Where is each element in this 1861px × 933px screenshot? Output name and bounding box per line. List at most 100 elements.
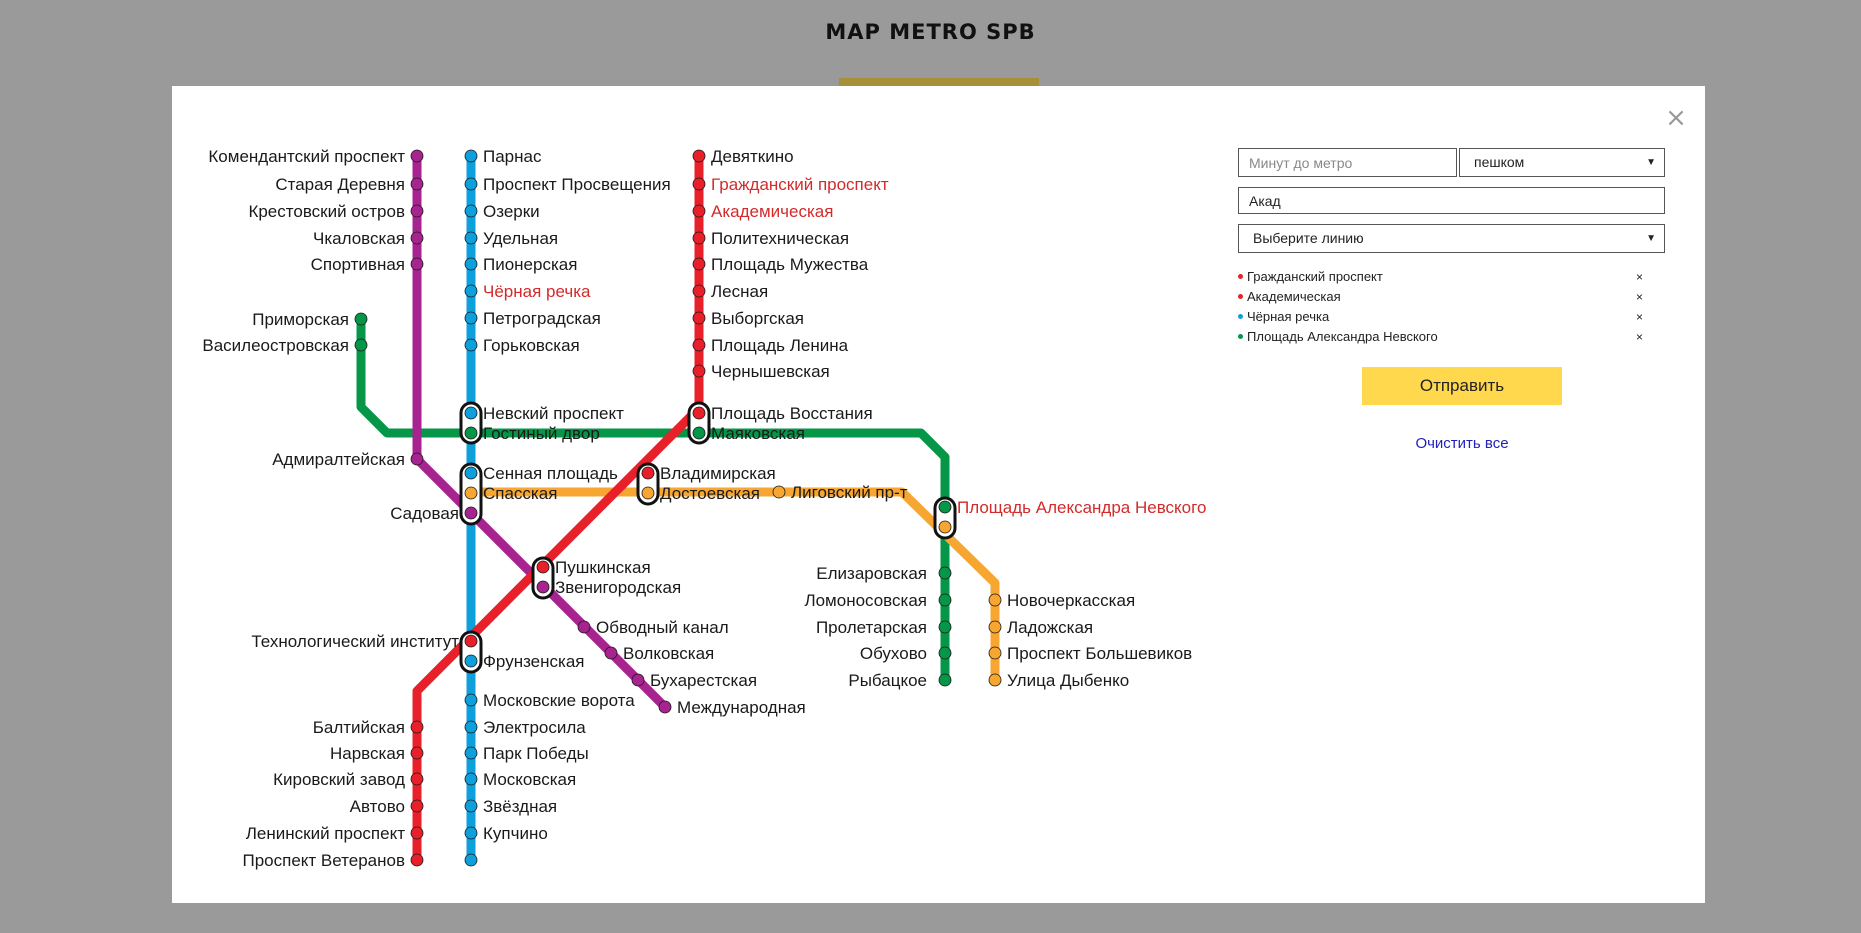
station-dot[interactable]: [692, 257, 706, 271]
station-label[interactable]: Нарвская: [330, 744, 405, 763]
station-dot[interactable]: [410, 231, 424, 245]
station-dot[interactable]: [464, 853, 478, 867]
station-label[interactable]: Крестовский остров: [248, 202, 405, 221]
transport-mode-select[interactable]: пешком ▼: [1459, 148, 1665, 177]
station-dot[interactable]: [641, 466, 655, 480]
station-dot[interactable]: [354, 338, 368, 352]
station-dot[interactable]: [692, 338, 706, 352]
station-dot[interactable]: [464, 406, 478, 420]
station-label[interactable]: Купчино: [483, 824, 548, 843]
station-label[interactable]: Гостиный двор: [483, 424, 600, 443]
station-label[interactable]: Владимирская: [660, 464, 776, 483]
station-label[interactable]: Ломоносовская: [804, 591, 927, 610]
station-dot[interactable]: [692, 364, 706, 378]
station-label-selected[interactable]: Академическая: [711, 202, 833, 221]
station-label[interactable]: Бухарестская: [650, 671, 757, 690]
station-dot[interactable]: [692, 204, 706, 218]
station-dot[interactable]: [464, 826, 478, 840]
station-dot[interactable]: [464, 257, 478, 271]
station-dot[interactable]: [464, 720, 478, 734]
station-dot[interactable]: [410, 853, 424, 867]
station-label[interactable]: Проспект Просвещения: [483, 175, 671, 194]
station-dot[interactable]: [772, 485, 786, 499]
station-dot[interactable]: [692, 311, 706, 325]
minutes-input[interactable]: [1238, 148, 1457, 177]
station-label[interactable]: Автово: [350, 797, 405, 816]
station-dot[interactable]: [938, 673, 952, 687]
station-dot[interactable]: [692, 177, 706, 191]
station-dot[interactable]: [464, 486, 478, 500]
station-label[interactable]: Горьковская: [483, 336, 580, 355]
station-dot[interactable]: [410, 177, 424, 191]
station-dot[interactable]: [464, 654, 478, 668]
station-dot[interactable]: [464, 466, 478, 480]
station-dot[interactable]: [938, 520, 952, 534]
station-label[interactable]: Лиговский пр-т: [791, 483, 908, 502]
station-label[interactable]: Адмиралтейская: [272, 450, 405, 469]
station-label[interactable]: Озерки: [483, 202, 540, 221]
station-label[interactable]: Пионерская: [483, 255, 577, 274]
station-dot[interactable]: [631, 673, 645, 687]
remove-icon[interactable]: ×: [1635, 310, 1643, 324]
station-dot[interactable]: [410, 799, 424, 813]
station-dot[interactable]: [410, 746, 424, 760]
station-dot[interactable]: [464, 506, 478, 520]
station-label[interactable]: Улица Дыбенко: [1007, 671, 1129, 690]
station-label[interactable]: Проспект Большевиков: [1007, 644, 1192, 663]
station-label[interactable]: Балтийская: [313, 718, 405, 737]
station-dot[interactable]: [464, 634, 478, 648]
station-dot[interactable]: [536, 560, 550, 574]
minutes-field[interactable]: [1239, 149, 1456, 176]
station-dot[interactable]: [692, 149, 706, 163]
station-dot[interactable]: [604, 646, 618, 660]
station-label[interactable]: Политехническая: [711, 229, 849, 248]
station-dot[interactable]: [464, 772, 478, 786]
station-dot[interactable]: [938, 646, 952, 660]
station-dot[interactable]: [938, 566, 952, 580]
station-label[interactable]: Чернышевская: [711, 362, 830, 381]
station-dot[interactable]: [410, 257, 424, 271]
clear-all-link[interactable]: Очистить все: [1415, 435, 1509, 452]
station-label[interactable]: Площадь Восстания: [711, 404, 873, 423]
station-dot[interactable]: [536, 580, 550, 594]
station-label[interactable]: Комендантский проспект: [208, 147, 405, 166]
station-label[interactable]: Московские ворота: [483, 691, 635, 710]
remove-icon[interactable]: ×: [1635, 290, 1643, 304]
station-dot[interactable]: [988, 620, 1002, 634]
station-dot[interactable]: [938, 500, 952, 514]
station-dot[interactable]: [464, 177, 478, 191]
station-label[interactable]: Международная: [677, 698, 806, 717]
station-label[interactable]: Достоевская: [660, 484, 760, 503]
close-icon[interactable]: ×: [1665, 103, 1687, 133]
station-dot[interactable]: [410, 826, 424, 840]
station-label[interactable]: Спасская: [483, 484, 557, 503]
station-dot[interactable]: [938, 593, 952, 607]
station-dot[interactable]: [464, 338, 478, 352]
station-label-selected[interactable]: Чёрная речка: [483, 282, 591, 301]
station-dot[interactable]: [354, 312, 368, 326]
station-dot[interactable]: [410, 720, 424, 734]
station-label[interactable]: Парк Победы: [483, 744, 589, 763]
station-dot[interactable]: [577, 620, 591, 634]
station-label[interactable]: Старая Деревня: [275, 175, 405, 194]
station-dot[interactable]: [464, 204, 478, 218]
station-dot[interactable]: [464, 746, 478, 760]
station-dot[interactable]: [464, 149, 478, 163]
station-label[interactable]: Парнас: [483, 147, 542, 166]
station-label[interactable]: Елизаровская: [816, 564, 927, 583]
station-dot[interactable]: [641, 486, 655, 500]
station-search-field[interactable]: [1239, 188, 1664, 213]
station-dot[interactable]: [410, 452, 424, 466]
station-label[interactable]: Электросила: [483, 718, 586, 737]
station-dot[interactable]: [464, 693, 478, 707]
station-dot[interactable]: [692, 426, 706, 440]
station-label[interactable]: Чкаловская: [313, 229, 405, 248]
station-dot[interactable]: [692, 406, 706, 420]
station-dot[interactable]: [988, 673, 1002, 687]
station-label[interactable]: Пушкинская: [555, 558, 651, 577]
station-label[interactable]: Пролетарская: [816, 618, 927, 637]
station-label[interactable]: Проспект Ветеранов: [243, 851, 406, 870]
station-dot[interactable]: [658, 700, 672, 714]
station-label[interactable]: Технологический институт: [251, 632, 459, 651]
station-label[interactable]: Ладожская: [1007, 618, 1093, 637]
